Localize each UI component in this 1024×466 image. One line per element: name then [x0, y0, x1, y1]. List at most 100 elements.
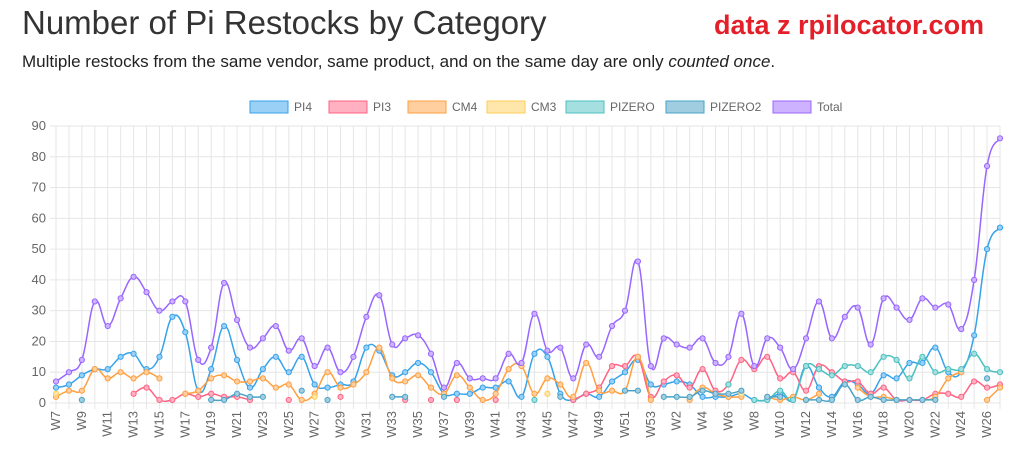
data-point[interactable]	[841, 313, 848, 320]
data-point[interactable]	[764, 353, 771, 360]
data-point[interactable]	[738, 310, 745, 317]
data-point[interactable]	[298, 396, 305, 404]
data-point[interactable]	[854, 362, 861, 370]
data-point[interactable]	[259, 366, 267, 373]
data-point[interactable]	[867, 341, 874, 348]
data-point[interactable]	[660, 378, 667, 385]
data-point[interactable]	[880, 353, 887, 360]
data-point[interactable]	[906, 396, 913, 404]
data-point[interactable]	[285, 396, 292, 404]
data-point[interactable]	[117, 369, 124, 376]
data-point[interactable]	[208, 366, 215, 373]
data-point[interactable]	[208, 344, 215, 351]
data-point[interactable]	[544, 347, 551, 354]
data-point[interactable]	[479, 375, 486, 382]
data-point[interactable]	[453, 390, 460, 397]
data-point[interactable]	[117, 295, 124, 302]
data-point[interactable]	[518, 393, 525, 400]
data-point[interactable]	[686, 344, 693, 351]
data-point[interactable]	[414, 332, 422, 339]
data-point[interactable]	[427, 384, 435, 391]
data-point[interactable]	[479, 396, 486, 404]
data-point[interactable]	[208, 390, 215, 397]
data-point[interactable]	[285, 369, 292, 376]
data-point[interactable]	[544, 353, 551, 360]
data-point[interactable]	[699, 387, 706, 394]
data-point[interactable]	[608, 322, 616, 330]
data-point[interactable]	[867, 393, 874, 400]
data-point[interactable]	[298, 353, 305, 360]
data-point[interactable]	[971, 350, 978, 357]
data-point[interactable]	[867, 369, 874, 376]
data-point[interactable]	[570, 393, 577, 400]
data-point[interactable]	[221, 279, 228, 287]
data-point[interactable]	[802, 335, 810, 342]
data-point[interactable]	[337, 369, 344, 376]
data-point[interactable]	[65, 369, 73, 376]
data-point[interactable]	[466, 390, 473, 397]
data-point[interactable]	[815, 396, 823, 404]
data-point[interactable]	[945, 390, 952, 397]
data-point[interactable]	[156, 353, 163, 360]
data-point[interactable]	[363, 344, 370, 351]
data-point[interactable]	[621, 369, 629, 376]
data-point[interactable]	[945, 375, 952, 382]
data-point[interactable]	[221, 396, 228, 404]
data-point[interactable]	[880, 295, 887, 302]
data-point[interactable]	[531, 310, 538, 317]
data-point[interactable]	[725, 390, 732, 397]
data-point[interactable]	[246, 344, 254, 351]
data-point[interactable]	[233, 378, 241, 385]
data-point[interactable]	[971, 378, 978, 385]
data-point[interactable]	[311, 381, 318, 388]
data-point[interactable]	[453, 396, 460, 404]
data-point[interactable]	[673, 372, 680, 379]
data-point[interactable]	[983, 246, 991, 253]
data-point[interactable]	[91, 366, 98, 373]
data-point[interactable]	[324, 384, 331, 391]
data-point[interactable]	[363, 369, 370, 376]
data-point[interactable]	[453, 359, 460, 367]
data-point[interactable]	[634, 387, 642, 394]
data-point[interactable]	[971, 332, 978, 339]
data-point[interactable]	[621, 362, 629, 370]
data-point[interactable]	[893, 375, 900, 382]
data-point[interactable]	[233, 316, 241, 323]
data-point[interactable]	[52, 384, 60, 391]
data-point[interactable]	[880, 396, 887, 404]
data-point[interactable]	[402, 378, 409, 385]
data-point[interactable]	[414, 372, 422, 379]
data-point[interactable]	[777, 393, 784, 400]
data-point[interactable]	[195, 387, 202, 394]
data-point[interactable]	[143, 384, 150, 391]
data-point[interactable]	[932, 369, 939, 376]
data-point[interactable]	[828, 396, 835, 404]
data-point[interactable]	[738, 387, 745, 394]
data-point[interactable]	[802, 396, 810, 404]
data-point[interactable]	[311, 362, 318, 370]
data-point[interactable]	[608, 362, 616, 370]
data-point[interactable]	[557, 393, 564, 400]
data-point[interactable]	[104, 322, 111, 330]
data-point[interactable]	[777, 344, 784, 351]
data-point[interactable]	[169, 313, 176, 320]
data-point[interactable]	[143, 289, 150, 296]
data-point[interactable]	[673, 341, 680, 348]
data-point[interactable]	[78, 372, 85, 379]
data-point[interactable]	[195, 356, 202, 364]
data-point[interactable]	[634, 353, 642, 360]
data-point[interactable]	[427, 396, 435, 404]
data-point[interactable]	[427, 369, 435, 376]
data-point[interactable]	[815, 366, 823, 373]
data-point[interactable]	[130, 375, 137, 382]
data-point[interactable]	[634, 258, 642, 265]
data-point[interactable]	[932, 304, 939, 311]
data-point[interactable]	[246, 384, 254, 391]
data-point[interactable]	[621, 387, 629, 394]
data-point[interactable]	[983, 375, 991, 382]
data-point[interactable]	[932, 344, 939, 351]
data-point[interactable]	[841, 362, 848, 370]
data-point[interactable]	[324, 396, 331, 404]
data-point[interactable]	[557, 381, 564, 388]
data-point[interactable]	[130, 390, 137, 397]
